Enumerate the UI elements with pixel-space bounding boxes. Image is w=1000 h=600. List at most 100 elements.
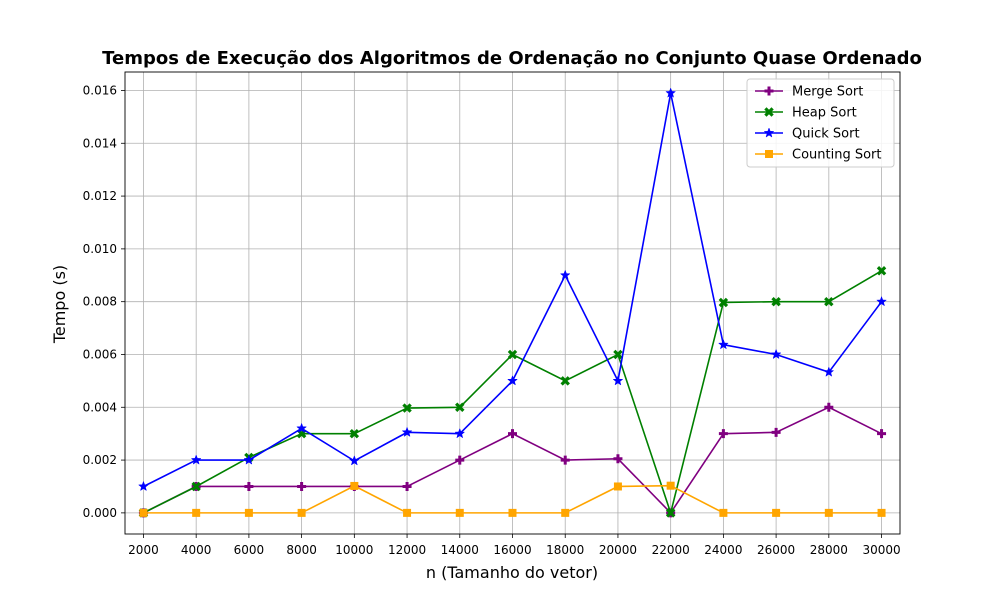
legend-box xyxy=(746,78,895,168)
data-point xyxy=(350,481,359,490)
data-point xyxy=(508,429,517,439)
data-point xyxy=(191,481,201,492)
data-point xyxy=(613,482,622,491)
legend-item: Heap Sort xyxy=(755,106,857,121)
x-tick-label: 18000 xyxy=(546,543,584,557)
data-point xyxy=(297,508,306,517)
legend-label: Counting Sort xyxy=(792,148,882,163)
series-quick-sort xyxy=(138,87,887,492)
data-point xyxy=(244,481,254,491)
data-point xyxy=(876,295,887,307)
data-point xyxy=(824,508,833,517)
y-tick-label: 0.008 xyxy=(83,295,117,309)
legend-marker xyxy=(764,86,774,96)
data-point xyxy=(770,348,782,360)
data-point xyxy=(508,508,517,517)
x-tick-label: 14000 xyxy=(441,543,479,557)
data-point xyxy=(402,481,412,491)
data-point xyxy=(613,349,623,360)
x-tick-label: 24000 xyxy=(704,543,742,557)
x-tick-label: 6000 xyxy=(234,543,265,557)
x-tick-label: 10000 xyxy=(335,543,373,557)
legend-label: Heap Sort xyxy=(792,106,857,121)
legend-marker xyxy=(763,127,775,138)
data-point xyxy=(772,508,781,517)
data-point xyxy=(192,508,201,517)
data-point xyxy=(612,375,624,386)
data-point xyxy=(244,508,253,517)
data-point xyxy=(455,508,464,517)
data-point xyxy=(296,422,308,434)
series-counting-sort xyxy=(139,481,886,517)
y-tick-label: 0.002 xyxy=(83,453,117,467)
data-point xyxy=(718,297,729,308)
data-point xyxy=(823,366,835,377)
data-point xyxy=(561,508,570,517)
x-tick-label: 28000 xyxy=(810,543,848,557)
y-tick-label: 0.004 xyxy=(83,400,117,414)
y-axis-label: Tempo (s) xyxy=(50,265,69,344)
data-point xyxy=(190,454,202,465)
legend-label: Quick Sort xyxy=(792,127,860,142)
data-point xyxy=(138,480,149,492)
data-point xyxy=(348,455,360,466)
data-point xyxy=(139,508,148,517)
data-point xyxy=(771,427,781,437)
data-point xyxy=(454,427,466,439)
data-point xyxy=(559,269,571,280)
series-merge-sort xyxy=(138,402,887,518)
data-point xyxy=(403,508,412,517)
data-point xyxy=(824,296,834,307)
x-tick-label: 4000 xyxy=(181,543,212,557)
legend-marker xyxy=(765,150,773,158)
data-point xyxy=(560,455,570,465)
data-point xyxy=(349,428,360,439)
y-tick-label: 0.006 xyxy=(83,347,117,361)
plot-frame xyxy=(124,71,901,535)
data-point xyxy=(719,508,728,517)
legend-item: Counting Sort xyxy=(755,148,882,163)
data-point xyxy=(455,402,465,413)
axes: 2000 4000 6000 8000 10000 12000 14000 16000 1800… xyxy=(83,71,901,557)
data-point xyxy=(243,454,255,465)
x-tick-label: 20000 xyxy=(599,543,637,557)
data-point xyxy=(876,266,887,276)
y-tick-label: 0.012 xyxy=(83,189,117,203)
y-tick-label: 0.000 xyxy=(83,506,117,520)
x-tick-label: 22000 xyxy=(652,543,690,557)
data-point xyxy=(402,403,412,413)
data-point xyxy=(666,481,675,490)
data-point xyxy=(507,349,518,360)
data-point xyxy=(771,296,781,307)
y-tick-label: 0.016 xyxy=(83,83,117,97)
y-tick-label: 0.010 xyxy=(83,242,117,256)
x-tick-label: 26000 xyxy=(757,543,795,557)
data-point xyxy=(877,429,887,439)
legend-item: Quick Sort xyxy=(755,127,860,142)
data-point xyxy=(717,338,729,350)
data-point xyxy=(297,481,307,491)
data-point xyxy=(718,429,728,439)
chart-title: Tempos de Execução dos Algoritmos de Ord… xyxy=(102,48,922,69)
legend-label: Merge Sort xyxy=(792,85,863,100)
data-point xyxy=(665,508,676,518)
x-tick-label: 30000 xyxy=(862,543,900,557)
x-tick-label: 8000 xyxy=(286,543,317,557)
legend: Merge Sort Heap Sort Quick Sort Counting So… xyxy=(746,78,895,168)
x-tick-label: 12000 xyxy=(388,543,426,557)
y-tick-label: 0.014 xyxy=(83,136,117,150)
data-point xyxy=(507,375,518,386)
data-point xyxy=(613,454,623,464)
x-tick-label: 2000 xyxy=(128,543,159,557)
series-layer xyxy=(138,87,887,518)
x-axis-label: n (Tamanho do vetor) xyxy=(426,563,598,582)
data-point xyxy=(824,402,834,412)
data-point xyxy=(877,508,886,517)
legend-marker xyxy=(764,107,774,117)
legend-item: Merge Sort xyxy=(755,85,863,100)
data-point xyxy=(560,376,570,386)
data-point xyxy=(401,426,413,437)
data-point xyxy=(665,87,677,98)
data-point xyxy=(455,455,465,465)
